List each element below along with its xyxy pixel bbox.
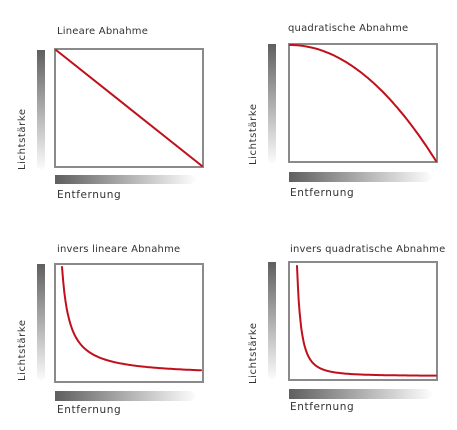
intensity-gradient-arrow	[37, 50, 45, 172]
x-axis-label-inverse-linear: Entfernung	[57, 404, 121, 416]
plot-frame-inverse-quadratic	[288, 261, 438, 381]
panel-inverse-quadratic: invers quadratische Abnahme Lichtstärke …	[248, 244, 445, 413]
plot-frame-quadratic	[288, 43, 438, 163]
panel-title-inverse-quadratic: invers quadratische Abnahme	[290, 244, 445, 255]
y-axis-label-quadratic: Lichtstärke	[248, 103, 259, 165]
panel-title-inverse-linear: invers lineare Abnahme	[57, 244, 180, 255]
intensity-gradient-arrow	[268, 262, 276, 382]
distance-gradient-arrow	[289, 172, 434, 182]
distance-gradient-arrow	[55, 175, 198, 184]
y-axis-label-inverse-linear: Lichtstärke	[17, 319, 28, 381]
x-axis-label-linear: Entfernung	[57, 189, 121, 201]
y-axis-label-inverse-quadratic: Lichtstärke	[248, 322, 259, 384]
x-axis-label-quadratic: Entfernung	[290, 187, 354, 199]
intensity-gradient-arrow	[268, 44, 276, 166]
panel-quadratic: quadratische Abnahme Lichtstärke Entfern…	[248, 23, 438, 199]
intensity-gradient-arrow	[37, 264, 45, 383]
curve-linear	[55, 49, 203, 167]
curve-inverse-quadratic	[296, 265, 437, 377]
distance-gradient-arrow	[55, 391, 198, 401]
panel-linear: Lineare Abnahme Lichtstärke Entfernung	[17, 26, 204, 201]
panel-title-quadratic: quadratische Abnahme	[288, 23, 408, 34]
curve-quadratic	[289, 44, 437, 162]
x-axis-label-inverse-quadratic: Entfernung	[290, 401, 354, 413]
panel-title-linear: Lineare Abnahme	[57, 26, 148, 37]
panel-inverse-linear: invers lineare Abnahme Lichtstärke Entfe…	[17, 244, 204, 416]
y-axis-label-linear: Lichtstärke	[17, 108, 28, 170]
curve-inverse-linear	[61, 266, 202, 372]
distance-gradient-arrow	[289, 389, 434, 399]
plot-frame-inverse-linear	[54, 263, 204, 383]
